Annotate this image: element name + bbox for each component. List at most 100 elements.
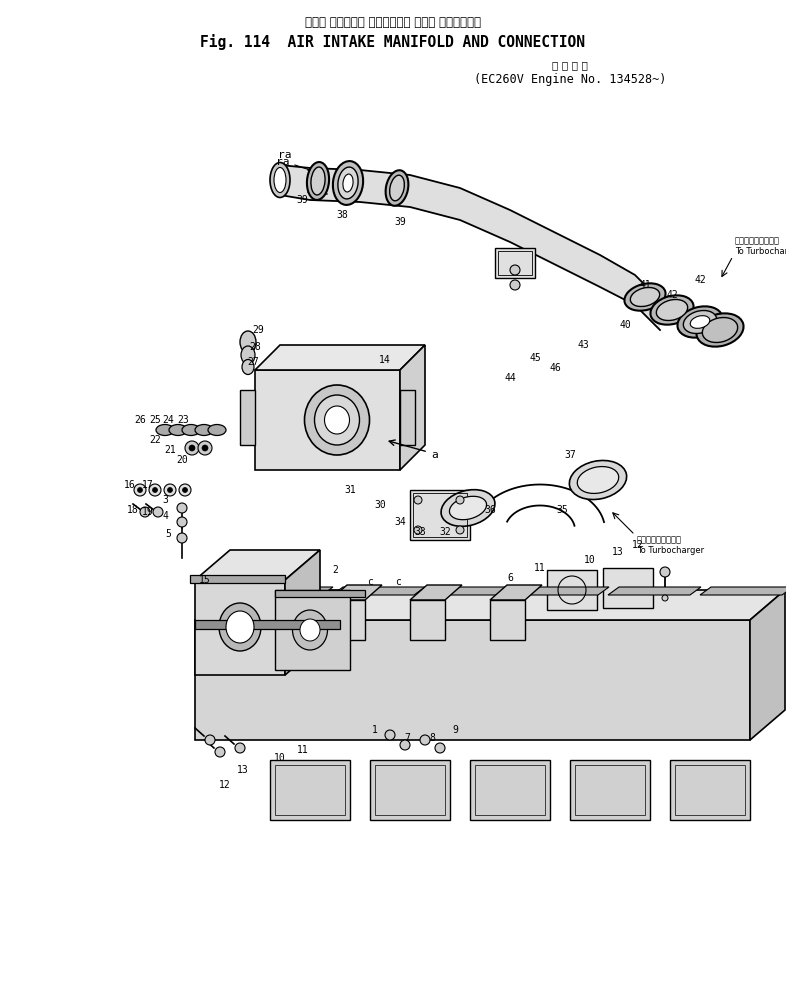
Bar bbox=[413, 493, 467, 537]
Ellipse shape bbox=[450, 496, 487, 520]
Text: c: c bbox=[367, 577, 373, 587]
Text: 36: 36 bbox=[484, 505, 496, 515]
Ellipse shape bbox=[274, 167, 286, 192]
Polygon shape bbox=[750, 590, 785, 740]
Bar bbox=[490, 600, 525, 640]
Circle shape bbox=[414, 526, 422, 534]
Ellipse shape bbox=[386, 170, 409, 206]
Text: 43: 43 bbox=[577, 340, 589, 350]
Bar bbox=[275, 590, 350, 670]
Circle shape bbox=[420, 735, 430, 745]
Text: 11: 11 bbox=[297, 745, 309, 755]
Bar bbox=[547, 570, 597, 610]
Text: 21: 21 bbox=[164, 445, 176, 455]
Bar bbox=[675, 765, 745, 815]
Polygon shape bbox=[240, 587, 333, 595]
Ellipse shape bbox=[338, 167, 358, 199]
Ellipse shape bbox=[241, 346, 255, 364]
Bar bbox=[275, 590, 365, 597]
Text: 15: 15 bbox=[199, 575, 211, 585]
Bar bbox=[575, 765, 645, 815]
Text: 24: 24 bbox=[162, 415, 174, 425]
Bar bbox=[603, 568, 653, 608]
Text: 7: 7 bbox=[404, 733, 410, 743]
Text: 3: 3 bbox=[162, 495, 168, 505]
Ellipse shape bbox=[703, 317, 738, 343]
Text: 9: 9 bbox=[452, 725, 458, 735]
Circle shape bbox=[140, 507, 150, 517]
Polygon shape bbox=[490, 585, 542, 600]
Ellipse shape bbox=[630, 288, 659, 306]
Circle shape bbox=[662, 595, 668, 601]
Polygon shape bbox=[700, 587, 786, 595]
Polygon shape bbox=[250, 585, 302, 600]
Text: ターボチャージャへ
To Turbocharger: ターボチャージャへ To Turbocharger bbox=[637, 535, 704, 555]
Circle shape bbox=[435, 743, 445, 753]
Text: 2: 2 bbox=[332, 565, 338, 575]
Text: 8: 8 bbox=[429, 733, 435, 743]
Ellipse shape bbox=[678, 306, 722, 338]
Circle shape bbox=[400, 740, 410, 750]
Polygon shape bbox=[195, 550, 320, 580]
Circle shape bbox=[182, 488, 188, 492]
Circle shape bbox=[177, 517, 187, 527]
Circle shape bbox=[205, 735, 215, 745]
Circle shape bbox=[456, 526, 464, 534]
Text: 13: 13 bbox=[237, 765, 249, 775]
Bar bbox=[400, 390, 415, 445]
Polygon shape bbox=[608, 587, 701, 595]
Polygon shape bbox=[330, 585, 382, 600]
Ellipse shape bbox=[441, 490, 495, 526]
Bar bbox=[370, 760, 450, 820]
Ellipse shape bbox=[690, 315, 710, 328]
Ellipse shape bbox=[182, 425, 200, 435]
Circle shape bbox=[177, 503, 187, 513]
Bar bbox=[250, 600, 285, 640]
Polygon shape bbox=[280, 165, 660, 330]
Text: 25: 25 bbox=[149, 415, 161, 425]
Ellipse shape bbox=[343, 174, 353, 192]
Ellipse shape bbox=[292, 610, 328, 650]
Circle shape bbox=[414, 496, 422, 504]
Polygon shape bbox=[285, 550, 320, 675]
Polygon shape bbox=[195, 590, 785, 620]
Text: 19: 19 bbox=[142, 507, 154, 517]
Ellipse shape bbox=[390, 175, 404, 201]
Text: 37: 37 bbox=[564, 450, 576, 460]
Ellipse shape bbox=[569, 460, 626, 499]
Text: ターボチャージャへ
To Turbocharger: ターボチャージャへ To Turbocharger bbox=[735, 236, 786, 256]
Ellipse shape bbox=[696, 313, 744, 347]
Bar bbox=[375, 765, 445, 815]
Text: 4: 4 bbox=[162, 511, 168, 521]
Bar bbox=[498, 251, 532, 275]
Ellipse shape bbox=[651, 296, 693, 325]
Text: 39: 39 bbox=[394, 217, 406, 227]
Text: 45: 45 bbox=[529, 353, 541, 363]
Ellipse shape bbox=[304, 385, 369, 455]
Ellipse shape bbox=[208, 425, 226, 435]
Text: 35: 35 bbox=[556, 505, 567, 515]
Ellipse shape bbox=[242, 360, 254, 374]
Polygon shape bbox=[424, 587, 517, 595]
Bar bbox=[255, 370, 400, 470]
Bar bbox=[570, 760, 650, 820]
Bar bbox=[195, 620, 340, 629]
Text: 1: 1 bbox=[372, 725, 378, 735]
Text: 28: 28 bbox=[249, 342, 261, 352]
Circle shape bbox=[152, 488, 157, 492]
Ellipse shape bbox=[169, 425, 187, 435]
Polygon shape bbox=[410, 585, 462, 600]
Ellipse shape bbox=[226, 611, 254, 643]
Text: 41: 41 bbox=[639, 280, 651, 290]
Text: 27: 27 bbox=[247, 357, 259, 367]
Ellipse shape bbox=[311, 167, 325, 195]
Text: 5: 5 bbox=[165, 529, 171, 539]
Text: 22: 22 bbox=[149, 435, 161, 445]
Text: 44: 44 bbox=[504, 373, 516, 383]
Polygon shape bbox=[255, 345, 425, 370]
Polygon shape bbox=[195, 580, 285, 675]
Polygon shape bbox=[516, 587, 609, 595]
Ellipse shape bbox=[300, 619, 320, 641]
Circle shape bbox=[202, 445, 208, 451]
Circle shape bbox=[456, 496, 464, 504]
